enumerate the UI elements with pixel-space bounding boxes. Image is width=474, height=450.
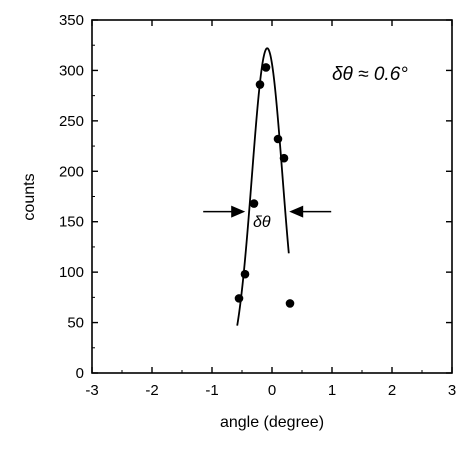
data-point [234, 294, 244, 303]
x-tick-label: -2 [145, 382, 158, 399]
data-point [255, 80, 265, 89]
x-tick-label: 2 [388, 382, 396, 399]
fit-curve [236, 47, 290, 326]
width-arrowhead-right [289, 205, 304, 218]
width-arrowhead-left [231, 205, 246, 218]
y-tick-label: 300 [59, 62, 84, 79]
x-tick-label: 0 [268, 382, 276, 399]
x-axis-title: angle (degree) [220, 414, 324, 431]
y-axis-title: counts [21, 173, 38, 220]
data-point [279, 153, 289, 163]
data-point [249, 199, 259, 208]
y-tick-label: 50 [67, 315, 84, 332]
y-tick-label: 0 [76, 365, 84, 382]
y-tick-label: 200 [59, 163, 84, 180]
width-marker-label: δθ [253, 214, 271, 231]
y-tick-label: 250 [59, 113, 84, 130]
axes: -3 -2 -1 0 1 2 3 0 50 100 150 200 250 300 350 [59, 12, 456, 399]
y-tick-label: 350 [59, 12, 84, 29]
fwhm-annotation: δθ ≈ 0.6° [332, 64, 408, 85]
y-tick-label: 100 [59, 264, 84, 281]
x-tick-label: -3 [85, 382, 98, 399]
x-tick-label: 1 [328, 382, 336, 399]
x-tick-label: 3 [448, 382, 456, 399]
x-tick-label: -1 [205, 382, 218, 399]
y-tick-label: 150 [59, 214, 84, 231]
data-point [285, 299, 295, 308]
data-point [273, 134, 283, 144]
data-point [240, 269, 250, 279]
plot-area [234, 47, 295, 326]
data-point [261, 63, 271, 72]
annotations: δθ ≈ 0.6° δθ [203, 64, 408, 231]
